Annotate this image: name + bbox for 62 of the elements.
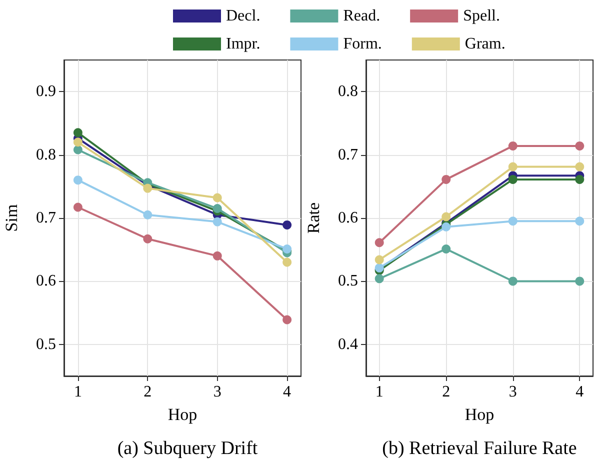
point (374, 255, 384, 264)
legend-label: Form. (343, 36, 382, 52)
point (374, 238, 384, 248)
point (508, 216, 518, 226)
y-tick-label: 0.6 (338, 210, 358, 226)
y-tick-label: 0.8 (338, 83, 358, 100)
x-tick-label: 1 (375, 384, 384, 400)
point (442, 174, 451, 184)
point (508, 276, 518, 286)
x-tick-label: 1 (74, 384, 82, 400)
legend-label: Spell. (463, 8, 500, 24)
y-tick-label: 0.7 (36, 210, 56, 226)
x-tick-label: 4 (283, 384, 292, 400)
point (212, 204, 222, 214)
x-axis-title: Hop (168, 405, 198, 424)
point (282, 315, 292, 324)
point (282, 258, 292, 267)
x-axis-title: Hop (464, 405, 494, 424)
text: (b) Retrieval Failure Rate (382, 438, 577, 459)
point (508, 174, 518, 184)
y-tick-label: 0.7 (338, 146, 358, 164)
point (282, 220, 292, 230)
point (374, 274, 384, 284)
x-tick-label: 3 (213, 384, 222, 400)
x-tick-label: 2 (442, 384, 450, 400)
point (143, 184, 152, 193)
y-axis-title: Sim (2, 204, 21, 232)
y-tick-label: 0.8 (36, 146, 56, 164)
point (73, 202, 82, 212)
point (212, 193, 222, 202)
point (73, 138, 82, 147)
point (442, 212, 451, 222)
legend-label: Gram. (464, 36, 506, 52)
point (575, 216, 584, 226)
y-tick-label: 0.6 (36, 272, 56, 290)
point (212, 217, 222, 226)
point (73, 176, 82, 185)
legend-label: Decl. (226, 8, 260, 24)
point (143, 210, 152, 220)
point (575, 174, 584, 184)
point (212, 251, 222, 260)
point (508, 162, 518, 172)
text: (a) Subquery Drift (117, 438, 258, 459)
point (73, 145, 82, 154)
point (575, 276, 584, 286)
y-axis-title: Rate (304, 202, 323, 234)
point (508, 141, 518, 150)
x-tick-label: 2 (144, 384, 152, 400)
x-tick-label: 4 (576, 384, 584, 400)
point (442, 244, 451, 254)
point (575, 162, 584, 172)
point (442, 222, 451, 232)
point (73, 128, 82, 138)
point (575, 141, 584, 150)
legend-label: Read. (343, 8, 380, 24)
legend-label: Impr. (226, 36, 260, 52)
x-tick-label: 3 (508, 384, 517, 400)
point (143, 234, 152, 244)
y-tick-label: 0.4 (338, 336, 358, 353)
y-tick-label: 0.9 (36, 83, 56, 100)
y-tick-label: 0.5 (36, 336, 56, 353)
y-tick-label: 0.5 (338, 272, 358, 290)
